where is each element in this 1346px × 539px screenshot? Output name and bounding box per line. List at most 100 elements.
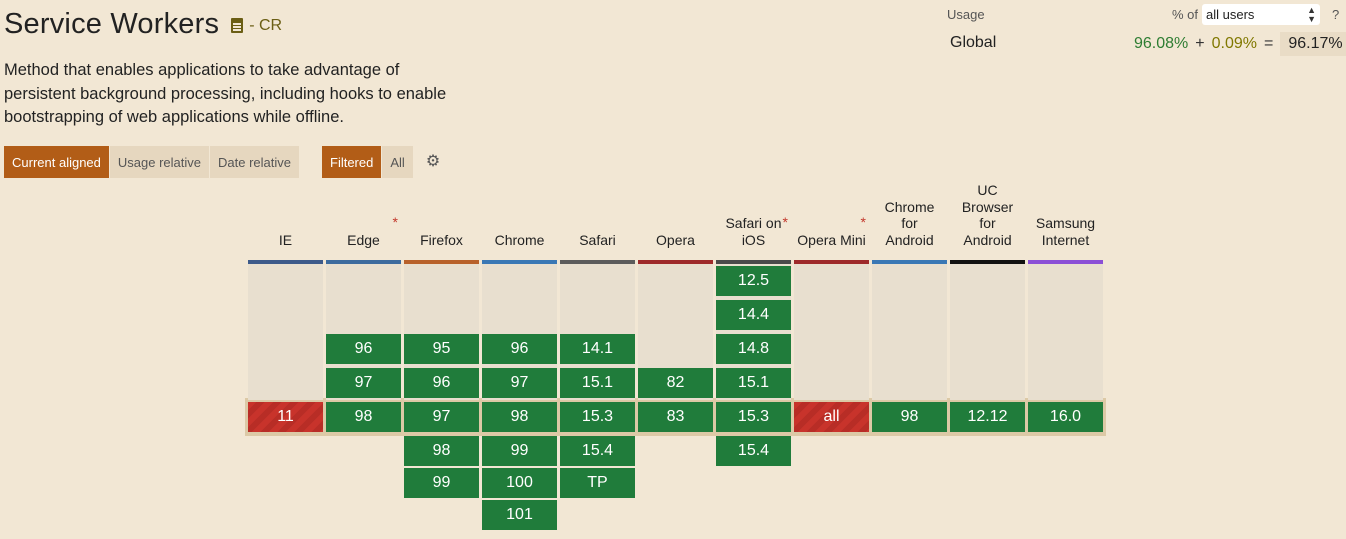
supported-version-cell[interactable]: 98 bbox=[326, 402, 401, 432]
notes-asterisk[interactable]: * bbox=[392, 214, 398, 230]
column-background bbox=[872, 264, 947, 400]
browser-header-chrome: Chrome bbox=[482, 188, 557, 260]
supported-version-cell[interactable]: 14.8 bbox=[716, 334, 791, 364]
browser-header-opera-mini: Opera Mini * bbox=[794, 188, 869, 260]
browser-name: Chrome bbox=[494, 231, 545, 248]
browser-color-bar bbox=[950, 260, 1025, 264]
browser-header-opera: Opera bbox=[638, 188, 713, 260]
supported-version-cell[interactable]: 15.3 bbox=[716, 402, 791, 432]
tab-date-relative[interactable]: Date relative bbox=[210, 146, 299, 178]
browser-name: IE bbox=[278, 231, 293, 248]
browser-header-safari: Safari bbox=[560, 188, 635, 260]
tab-filtered[interactable]: Filtered bbox=[322, 146, 382, 178]
supported-version-cell[interactable]: 95 bbox=[404, 334, 479, 364]
browser-name: Firefox bbox=[420, 231, 463, 248]
browser-header-samsung-internet: Samsung Internet bbox=[1028, 188, 1103, 260]
supported-version-cell[interactable]: 100 bbox=[482, 468, 557, 498]
browser-color-bar bbox=[560, 260, 635, 264]
usage-label: Usage bbox=[947, 7, 985, 22]
usage-full-support: 96.08% bbox=[1134, 35, 1189, 52]
browser-name: Safari bbox=[579, 231, 616, 248]
supported-version-cell[interactable]: 99 bbox=[482, 436, 557, 466]
supported-version-cell[interactable]: 82 bbox=[638, 368, 713, 398]
browser-color-bar bbox=[872, 260, 947, 264]
feature-description: Method that enables applications to take… bbox=[4, 61, 447, 126]
browser-color-bar bbox=[638, 260, 713, 264]
browser-header-ie: IE bbox=[248, 188, 323, 260]
notes-asterisk[interactable]: * bbox=[782, 214, 788, 230]
browser-name: Edge bbox=[347, 231, 380, 248]
browser-name: Samsung Internet bbox=[1035, 215, 1096, 248]
supported-version-cell[interactable]: 12.12 bbox=[950, 402, 1025, 432]
equals-sign: = bbox=[1263, 35, 1274, 52]
supported-version-cell[interactable]: 14.1 bbox=[560, 334, 635, 364]
percent-of-label: % of bbox=[1172, 7, 1199, 22]
supported-version-cell[interactable]: 96 bbox=[482, 334, 557, 364]
supported-version-cell[interactable]: 96 bbox=[404, 368, 479, 398]
browser-name: Safari on iOS bbox=[725, 215, 782, 248]
supported-version-cell[interactable]: TP bbox=[560, 468, 635, 498]
supported-version-cell[interactable]: 101 bbox=[482, 500, 557, 530]
supported-version-cell[interactable]: 15.4 bbox=[716, 436, 791, 466]
browser-color-bar bbox=[248, 260, 323, 264]
browser-header-edge: Edge * bbox=[326, 188, 401, 260]
supported-version-cell[interactable]: 99 bbox=[404, 468, 479, 498]
browser-color-bar bbox=[716, 260, 791, 264]
browser-header-uc-browser-for-android: UC Browser for Android bbox=[950, 182, 1025, 260]
document-icon bbox=[231, 18, 244, 33]
column-background bbox=[248, 264, 323, 400]
usage-partial-support: 0.09% bbox=[1211, 35, 1257, 52]
supported-version-cell[interactable]: 98 bbox=[872, 402, 947, 432]
browser-name: Opera bbox=[656, 231, 695, 248]
supported-version-cell[interactable]: 96 bbox=[326, 334, 401, 364]
browser-name: Chrome for Android bbox=[884, 198, 935, 248]
supported-version-cell[interactable]: 15.1 bbox=[716, 368, 791, 398]
browser-header-safari-on-ios: Safari on iOS * bbox=[716, 188, 791, 260]
supported-version-cell[interactable]: 15.3 bbox=[560, 402, 635, 432]
supported-version-cell[interactable]: 83 bbox=[638, 402, 713, 432]
select-arrows-icon: ▲ ▼ bbox=[1307, 4, 1316, 24]
supported-version-cell[interactable]: 98 bbox=[404, 436, 479, 466]
supported-version-cell[interactable]: 15.1 bbox=[560, 368, 635, 398]
usage-numbers: 96.08% + 0.09% = 96.17% bbox=[1134, 32, 1346, 56]
column-background bbox=[794, 264, 869, 400]
tab-current-aligned[interactable]: Current aligned bbox=[4, 146, 109, 178]
view-tabs: Current aligned Usage relative Date rela… bbox=[4, 146, 300, 178]
browser-name: Opera Mini bbox=[797, 231, 866, 248]
column-background bbox=[1028, 264, 1103, 400]
plus-sign: + bbox=[1195, 35, 1205, 52]
supported-version-cell[interactable]: 16.0 bbox=[1028, 402, 1103, 432]
tab-all[interactable]: All bbox=[382, 146, 413, 178]
browser-header-firefox: Firefox bbox=[404, 188, 479, 260]
spec-status-link[interactable]: - CR bbox=[231, 17, 282, 35]
supported-version-cell[interactable]: 14.4 bbox=[716, 300, 791, 330]
help-link[interactable]: ? bbox=[1332, 7, 1340, 22]
unsupported-version-cell[interactable]: 11 bbox=[248, 402, 323, 432]
usage-total: 96.17% bbox=[1280, 32, 1346, 56]
browser-color-bar bbox=[326, 260, 401, 264]
feature-title: Service Workers bbox=[4, 8, 220, 40]
feature-header: Service Workers - CR bbox=[4, 8, 282, 41]
spec-status-text: - CR bbox=[249, 16, 283, 34]
browser-header-chrome-for-android: Chrome for Android bbox=[872, 188, 947, 260]
notes-asterisk[interactable]: * bbox=[860, 214, 866, 230]
region-label: Global bbox=[950, 34, 997, 51]
supported-version-cell[interactable]: 15.4 bbox=[560, 436, 635, 466]
column-background bbox=[950, 264, 1025, 400]
browser-color-bar bbox=[794, 260, 869, 264]
supported-version-cell[interactable]: 97 bbox=[482, 368, 557, 398]
unsupported-version-cell[interactable]: all bbox=[794, 402, 869, 432]
browser-color-bar bbox=[1028, 260, 1103, 264]
browser-color-bar bbox=[482, 260, 557, 264]
gear-icon[interactable]: ⚙ bbox=[425, 153, 441, 170]
supported-version-cell[interactable]: 97 bbox=[404, 402, 479, 432]
supported-version-cell[interactable]: 97 bbox=[326, 368, 401, 398]
users-select[interactable]: all users ▲ ▼ bbox=[1202, 4, 1320, 25]
supported-version-cell[interactable]: 98 bbox=[482, 402, 557, 432]
users-select-value: all users bbox=[1206, 7, 1255, 22]
tab-usage-relative[interactable]: Usage relative bbox=[109, 146, 209, 178]
browser-name: UC Browser for Android bbox=[961, 182, 1014, 248]
filter-tabs: Filtered All bbox=[322, 146, 414, 178]
browser-color-bar bbox=[404, 260, 479, 264]
supported-version-cell[interactable]: 12.5 bbox=[716, 266, 791, 296]
